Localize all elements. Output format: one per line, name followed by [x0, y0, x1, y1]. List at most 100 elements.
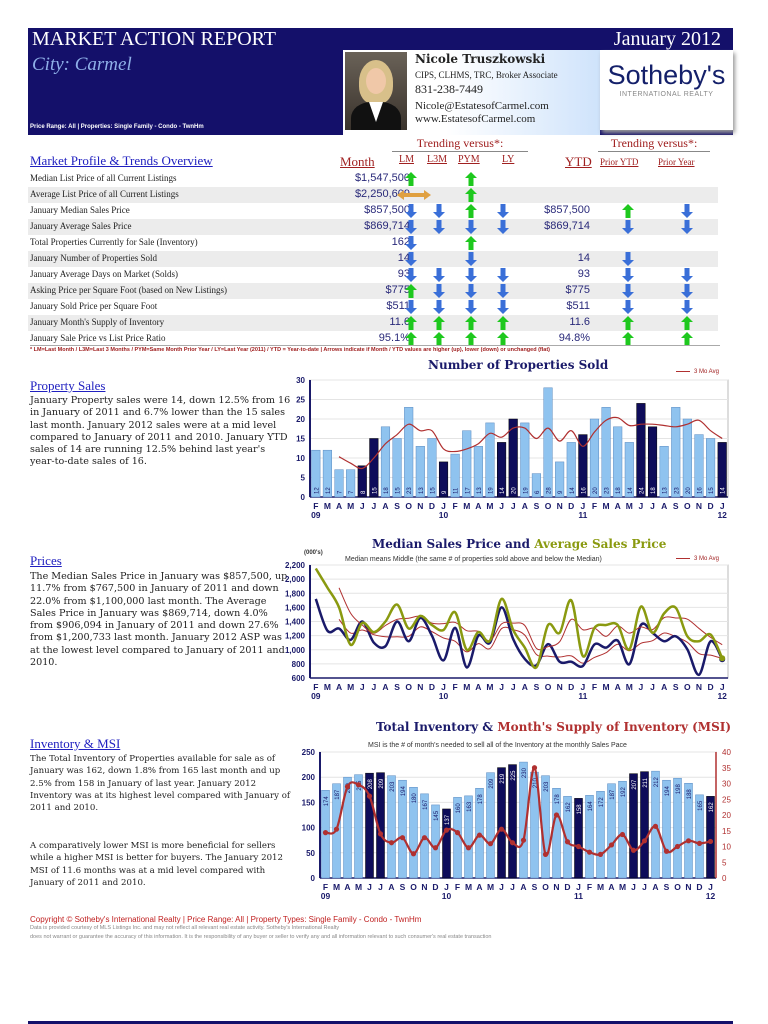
up-arrow-icon	[465, 172, 477, 186]
col-l3m: L3M	[427, 154, 447, 165]
agent-website[interactable]: www.EstatesofCarmel.com	[415, 113, 536, 125]
y-tick-label: 250	[302, 748, 316, 757]
bar	[566, 442, 576, 498]
col-lm: LM	[399, 154, 414, 165]
x-tick-label: N	[421, 882, 427, 892]
bar-value-label: 8	[361, 490, 367, 494]
x-tick-label: J	[650, 501, 655, 511]
bar	[334, 469, 344, 498]
down-arrow-icon	[681, 300, 693, 314]
x-tick-label: M	[603, 501, 610, 511]
bar-value-label: 19	[523, 487, 529, 494]
section-text-msi: A comparatively lower MSI is more benefi…	[30, 841, 283, 888]
y-tick-label: 600	[292, 674, 306, 683]
bar-value-label: 165	[698, 800, 704, 811]
bar-value-label: 163	[467, 801, 473, 812]
market-profile-title[interactable]: Market Profile & Trends Overview	[30, 153, 213, 168]
down-arrow-icon	[433, 204, 445, 218]
msi-point	[619, 831, 626, 838]
chart2-title-average: Average Sales Price	[534, 537, 667, 551]
bar	[508, 418, 518, 498]
bar-value-label: 209	[489, 778, 495, 789]
x-tick-label: J	[499, 682, 504, 692]
inventory-bar	[343, 776, 352, 879]
bar	[462, 430, 472, 498]
x-tick-label: S	[664, 882, 670, 892]
chart3-title-inventory: Total Inventory	[376, 720, 479, 734]
x-tick-label: J	[441, 682, 446, 692]
x-tick-label: O	[684, 682, 691, 692]
msi-point	[641, 838, 648, 844]
x-tick-label: A	[661, 501, 667, 511]
row-month-value: $869,714	[364, 220, 410, 232]
bar	[380, 426, 391, 498]
up-arrow-icon	[405, 316, 417, 330]
bar-value-label: 15	[709, 487, 715, 494]
msi-point	[476, 832, 483, 838]
x-tick-label: M	[324, 501, 331, 511]
bar-value-label: 137	[445, 814, 451, 825]
y2-tick-label: 15	[722, 827, 731, 836]
up-arrow-icon	[405, 332, 417, 346]
bar	[555, 461, 565, 498]
bar	[497, 442, 507, 498]
msi-point	[377, 831, 384, 837]
x-tick-label: D	[708, 682, 714, 692]
bar	[357, 465, 367, 498]
x-tick-label: A	[615, 501, 621, 511]
row-label: Average List Price of all Current Listin…	[30, 189, 179, 199]
footer-disclaimer-2: does not warrant or guarantee the accura…	[30, 934, 492, 940]
plot-area	[319, 751, 717, 879]
down-arrow-icon	[465, 268, 477, 282]
x-tick-label: A	[652, 882, 658, 892]
bar-value-label: 9	[442, 490, 448, 494]
y2-tick-label: 25	[722, 795, 731, 804]
y-tick-label: 50	[306, 849, 315, 858]
msi-point	[553, 812, 560, 818]
bar-value-label: 198	[676, 784, 682, 795]
bar	[589, 418, 600, 498]
bar	[543, 387, 553, 498]
msi-point	[685, 838, 692, 844]
bar	[485, 422, 495, 498]
bar	[392, 438, 402, 498]
x-tick-label: A	[661, 682, 667, 692]
x-tick-label: A	[388, 882, 394, 892]
inventory-bar	[596, 791, 605, 879]
table-row: January Average Sales Price $869,714 $86…	[28, 219, 718, 235]
bar-value-label: 16	[581, 487, 587, 494]
down-arrow-icon	[465, 284, 477, 298]
agent-email[interactable]: Nicole@EstatesofCarmel.com	[415, 100, 549, 112]
agent-phone: 831-238-7449	[415, 82, 483, 96]
x-tick-label: A	[476, 882, 482, 892]
y-tick-label: 2,200	[285, 561, 306, 570]
agent-name: Nicole Truszkowski	[415, 52, 546, 66]
average-price-line	[314, 567, 724, 670]
up-arrow-icon	[622, 316, 634, 330]
x-tick-label: M	[333, 882, 340, 892]
x-tick-label: F	[453, 501, 458, 511]
section-title-prices[interactable]: Prices	[30, 553, 62, 568]
bar-value-label: 7	[338, 490, 344, 494]
bar-value-label: 160	[456, 803, 462, 814]
bar-value-label: 211	[643, 777, 649, 787]
msi-point	[432, 845, 439, 851]
bar	[659, 446, 669, 498]
x-tick-label: J	[371, 682, 376, 692]
y-tick-label: 1,200	[285, 632, 306, 641]
x-tick-label: F	[313, 501, 318, 511]
chart3-title-and: &	[478, 720, 498, 734]
x-tick-label: J	[642, 882, 647, 892]
inventory-bar	[629, 773, 638, 879]
inventory-bar	[706, 796, 715, 879]
bar-value-label: 28	[547, 487, 553, 494]
section-title-sales[interactable]: Property Sales	[30, 378, 106, 393]
section-title-inventory[interactable]: Inventory & MSI	[30, 736, 121, 751]
bar	[369, 438, 379, 498]
bar-value-label: 209	[379, 778, 385, 789]
y2-tick-label: 40	[722, 748, 731, 757]
inventory-bar	[365, 772, 374, 879]
down-arrow-icon	[465, 220, 477, 234]
inventory-bar	[464, 795, 473, 879]
chart1-legend: 3 Mo Avg	[676, 369, 719, 375]
